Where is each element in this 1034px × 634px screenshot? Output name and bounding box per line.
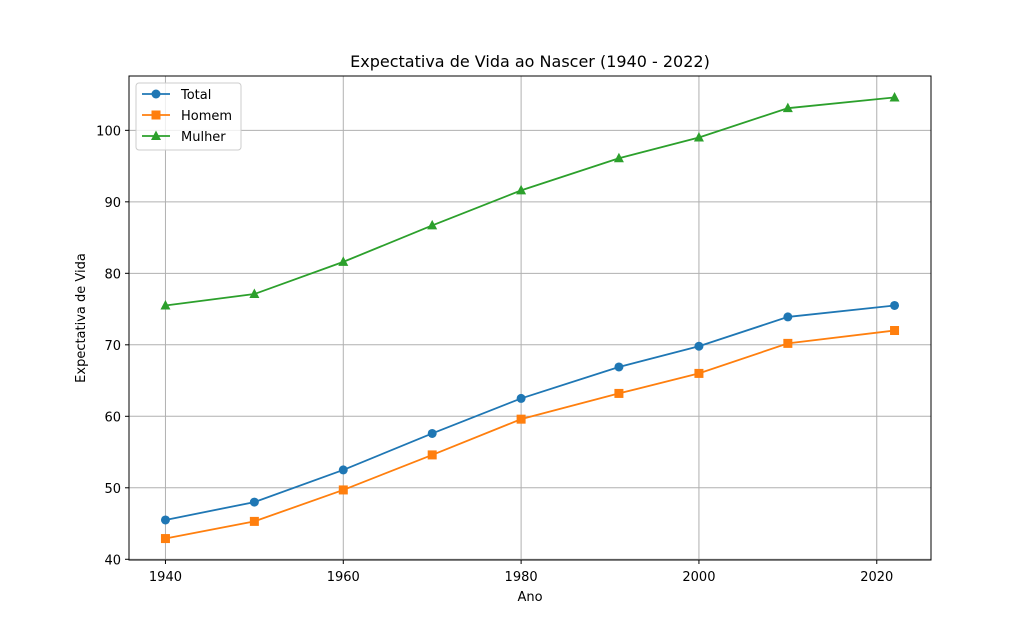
legend-label-mulher: Mulher — [181, 130, 226, 145]
data-point-homem — [614, 388, 624, 398]
plot-frame — [128, 75, 932, 561]
y-tick-label: 80 — [104, 267, 121, 282]
data-point-mulher — [613, 152, 624, 163]
legend-marker-mulher — [151, 130, 161, 140]
y-tick-label: 100 — [96, 124, 121, 139]
data-point-mulher — [427, 219, 438, 230]
series-mulher — [160, 91, 900, 310]
y-tick-label: 90 — [104, 196, 121, 211]
data-point-total — [427, 428, 437, 438]
legend-marker-homem — [151, 110, 161, 120]
y-axis-label: Expectativa de Vida — [74, 253, 89, 383]
data-point-total — [890, 300, 900, 310]
y-tick-label: 70 — [104, 339, 121, 354]
legend-box — [135, 82, 242, 151]
x-tick-label: 2020 — [860, 570, 893, 585]
x-tick-label: 2000 — [682, 570, 715, 585]
data-point-mulher — [782, 102, 793, 113]
data-point-total — [516, 393, 526, 403]
data-point-total — [160, 515, 170, 525]
data-point-mulher — [693, 131, 704, 142]
y-tick-label: 40 — [104, 553, 121, 568]
x-axis-label: Ano — [517, 590, 542, 605]
x-tick-label: 1940 — [149, 570, 182, 585]
legend-item-total: Total — [142, 88, 211, 103]
data-point-mulher — [516, 184, 527, 195]
data-point-homem — [338, 485, 348, 495]
data-point-homem — [694, 368, 704, 378]
data-point-mulher — [160, 299, 171, 310]
data-point-homem — [516, 414, 526, 424]
legend-marker-total — [151, 89, 161, 99]
data-point-mulher — [338, 256, 349, 266]
y-tick-label: 60 — [104, 410, 121, 425]
legend-label-homem: Homem — [181, 109, 232, 124]
x-tick-label: 1960 — [327, 570, 360, 585]
x-tick-label: 1980 — [505, 570, 538, 585]
data-point-homem — [890, 326, 900, 336]
series-layer — [160, 91, 900, 544]
data-point-homem — [160, 534, 170, 544]
data-point-total — [783, 312, 793, 322]
chart-title: Expectativa de Vida ao Nascer (1940 - 20… — [350, 52, 710, 71]
legend-item-homem: Homem — [142, 109, 232, 124]
series-total — [160, 300, 900, 525]
data-point-homem — [783, 338, 793, 348]
data-point-mulher — [249, 288, 260, 299]
series-homem — [160, 326, 900, 544]
data-point-homem — [249, 516, 259, 526]
data-point-total — [614, 362, 624, 372]
data-point-total — [694, 341, 704, 351]
legend: Total Homem Mulher — [135, 82, 242, 151]
legend-item-mulher: Mulher — [142, 130, 226, 145]
data-point-homem — [427, 450, 437, 460]
y-tick-label: 50 — [104, 482, 121, 497]
data-point-total — [338, 465, 348, 475]
legend-label-total: Total — [180, 88, 211, 103]
data-point-total — [249, 497, 259, 507]
axes: 1940 1960 1980 2000 2020 40 50 60 70 80 90 100 — [96, 124, 893, 585]
grid-lines — [129, 76, 931, 560]
data-point-mulher — [889, 91, 900, 102]
